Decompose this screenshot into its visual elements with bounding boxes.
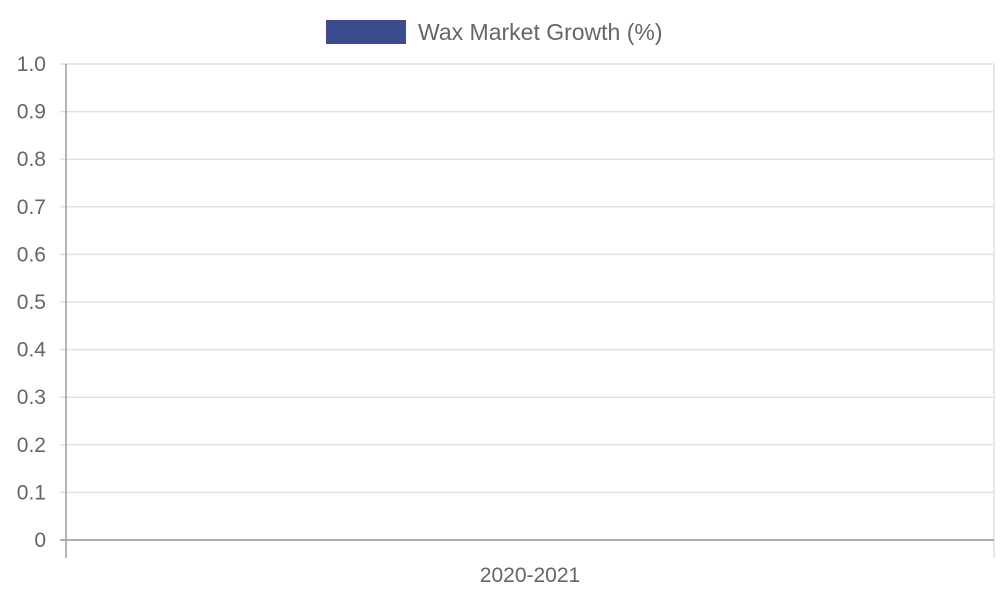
y-tick-label: 0.7	[17, 196, 46, 219]
y-tick-label: 0.1	[17, 481, 46, 504]
x-tick-label: 2020-2021	[480, 564, 580, 587]
y-axis-ticks: 0 0.1 0.2 0.3 0.4 0.5 0.6 0.7 0.8 0.9 1.0	[17, 53, 66, 552]
y-tick-label: 0.6	[17, 243, 46, 266]
y-tick-label: 0.4	[17, 339, 47, 362]
x-axis-ticks: 2020-2021	[480, 564, 580, 587]
legend[interactable]: Wax Market Growth (%)	[326, 19, 663, 45]
y-tick-label: 0	[34, 529, 46, 552]
y-tick-label: 0.2	[17, 434, 46, 457]
y-tick-label: 1.0	[17, 53, 46, 76]
y-tick-label: 0.5	[17, 291, 46, 314]
y-tick-label: 0.9	[17, 101, 46, 124]
gridlines	[66, 63, 995, 558]
legend-label: Wax Market Growth (%)	[418, 19, 663, 45]
y-tick-label: 0.8	[17, 148, 46, 171]
y-tick-label: 0.3	[17, 386, 46, 409]
legend-swatch	[326, 20, 406, 44]
